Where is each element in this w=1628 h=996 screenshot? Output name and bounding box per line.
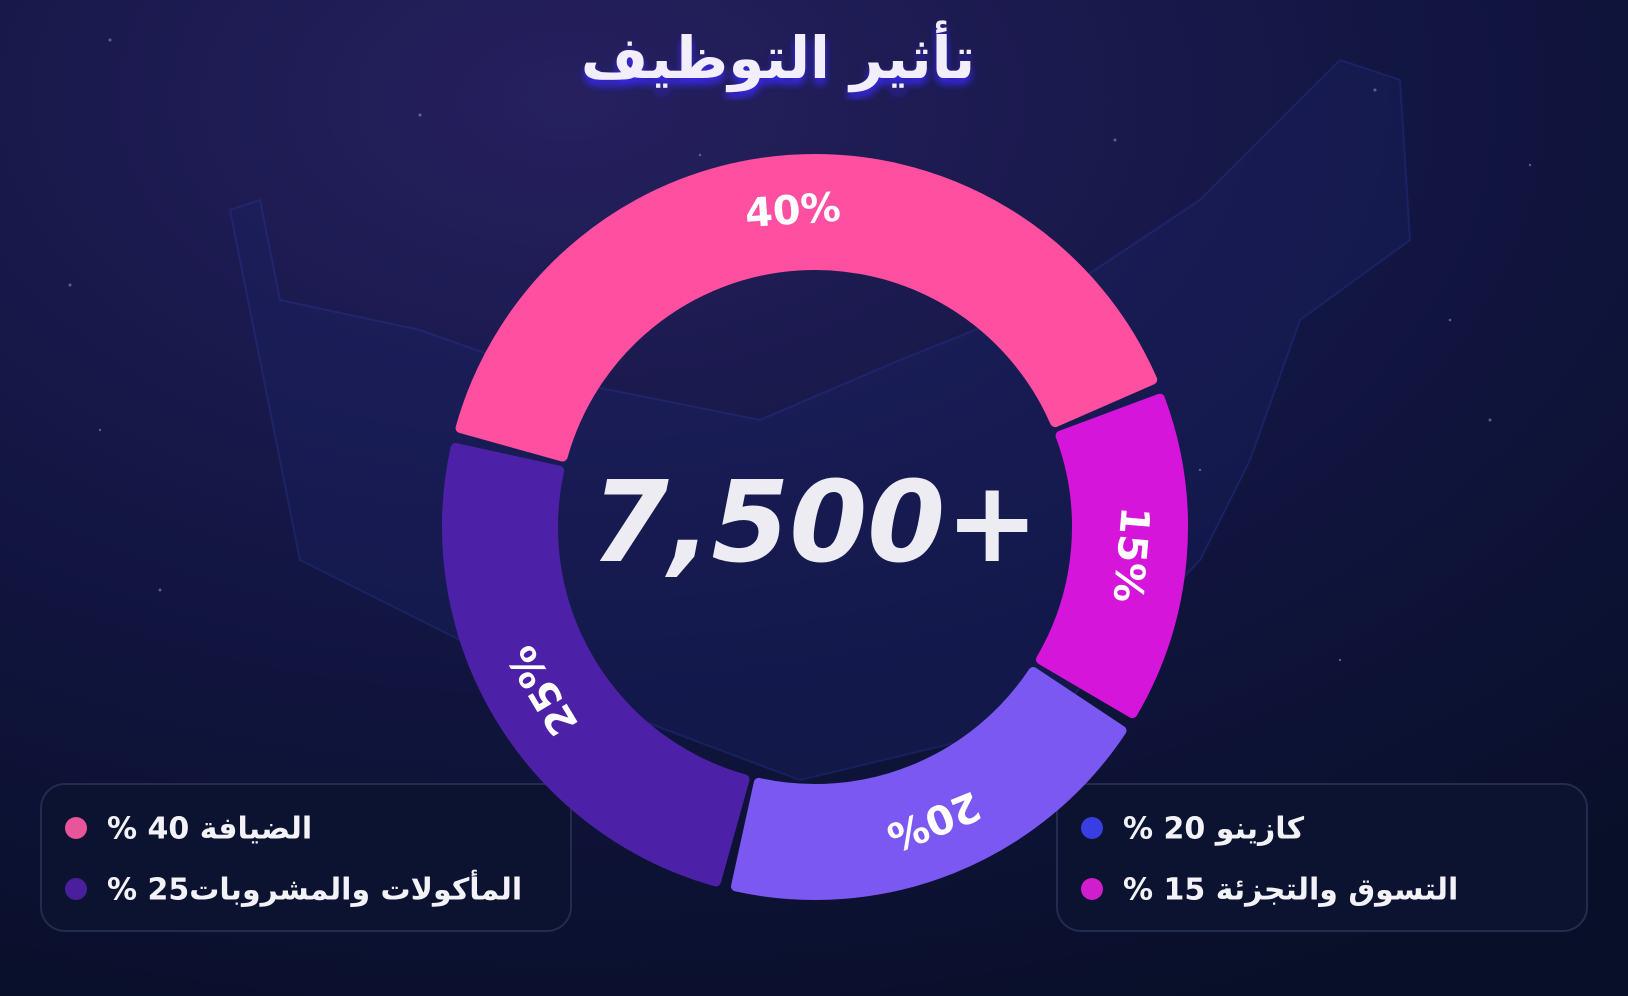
legend-label: كازينو 20 % (1123, 812, 1305, 847)
legend-dot (65, 817, 87, 839)
legend-label: الضيافة 40 % (107, 812, 312, 847)
legend-box (1056, 783, 1588, 932)
center-label: 7,500+ (591, 458, 1039, 588)
legend-label: المأكولات والمشروبات25 % (107, 870, 522, 908)
legend-dot (1081, 817, 1103, 839)
legend-label: التسوق والتجزئة 15 % (1123, 873, 1458, 908)
legend-box (40, 783, 572, 932)
legend-dot (65, 878, 87, 900)
donut-segment (455, 154, 1158, 462)
value-label: 15% (1104, 505, 1158, 604)
value-label: 40% (744, 184, 843, 237)
legend-dot (1081, 878, 1103, 900)
chart-title: تأثير التوظيف (581, 20, 975, 93)
donut-segment (730, 666, 1127, 900)
donut-segment (442, 442, 750, 887)
donut-segment (1035, 393, 1188, 719)
stars (68, 38, 1532, 662)
